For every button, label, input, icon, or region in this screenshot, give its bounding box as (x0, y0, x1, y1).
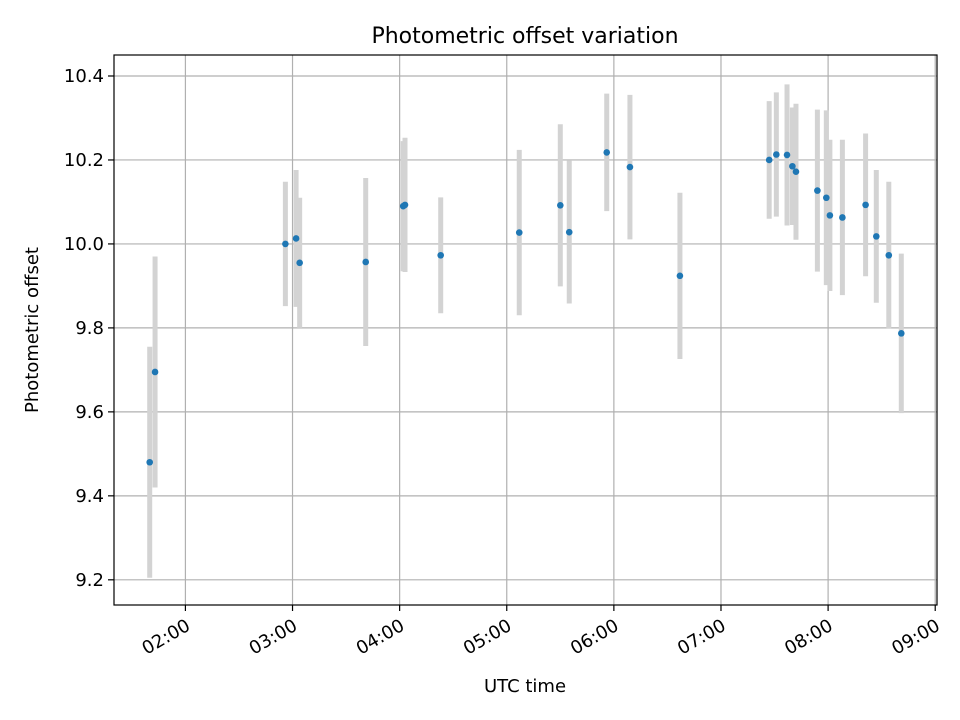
y-tick-label: 10.4 (64, 66, 104, 87)
data-point (773, 151, 780, 158)
data-point (296, 259, 303, 267)
data-point (814, 187, 821, 194)
data-point (789, 162, 796, 170)
data-point (401, 201, 409, 209)
data-point (362, 258, 370, 266)
data-point (557, 202, 564, 209)
data-point (282, 240, 289, 248)
data-point (792, 168, 800, 176)
data-point (676, 272, 684, 280)
data-point (823, 194, 830, 202)
plot-area-frame (113, 54, 938, 606)
y-axis-label: Photometric offset (22, 247, 43, 413)
x-axis-label: UTC time (484, 676, 566, 697)
data-point (565, 228, 573, 236)
y-tick-label: 9.6 (75, 402, 104, 423)
data-points (146, 149, 905, 466)
data-point (515, 229, 523, 236)
y-tick-label: 9.8 (75, 318, 104, 339)
data-point (151, 368, 159, 376)
data-point (603, 149, 611, 156)
chart-title: Photometric offset variation (371, 24, 678, 49)
data-point (839, 214, 846, 221)
data-point (437, 251, 445, 259)
data-point (146, 458, 154, 466)
data-point (292, 235, 300, 242)
data-point (897, 330, 905, 337)
data-point (783, 151, 791, 159)
y-tick-label: 10.0 (64, 234, 104, 255)
y-tick-label: 9.4 (75, 486, 104, 507)
y-tick-label: 10.2 (64, 150, 104, 171)
data-point (765, 156, 773, 164)
data-point (826, 212, 834, 219)
grid-lines (114, 55, 937, 605)
data-point (885, 251, 893, 259)
data-point (873, 233, 880, 240)
data-point (862, 201, 869, 209)
data-point (626, 163, 634, 171)
y-tick-label: 9.2 (75, 570, 104, 591)
